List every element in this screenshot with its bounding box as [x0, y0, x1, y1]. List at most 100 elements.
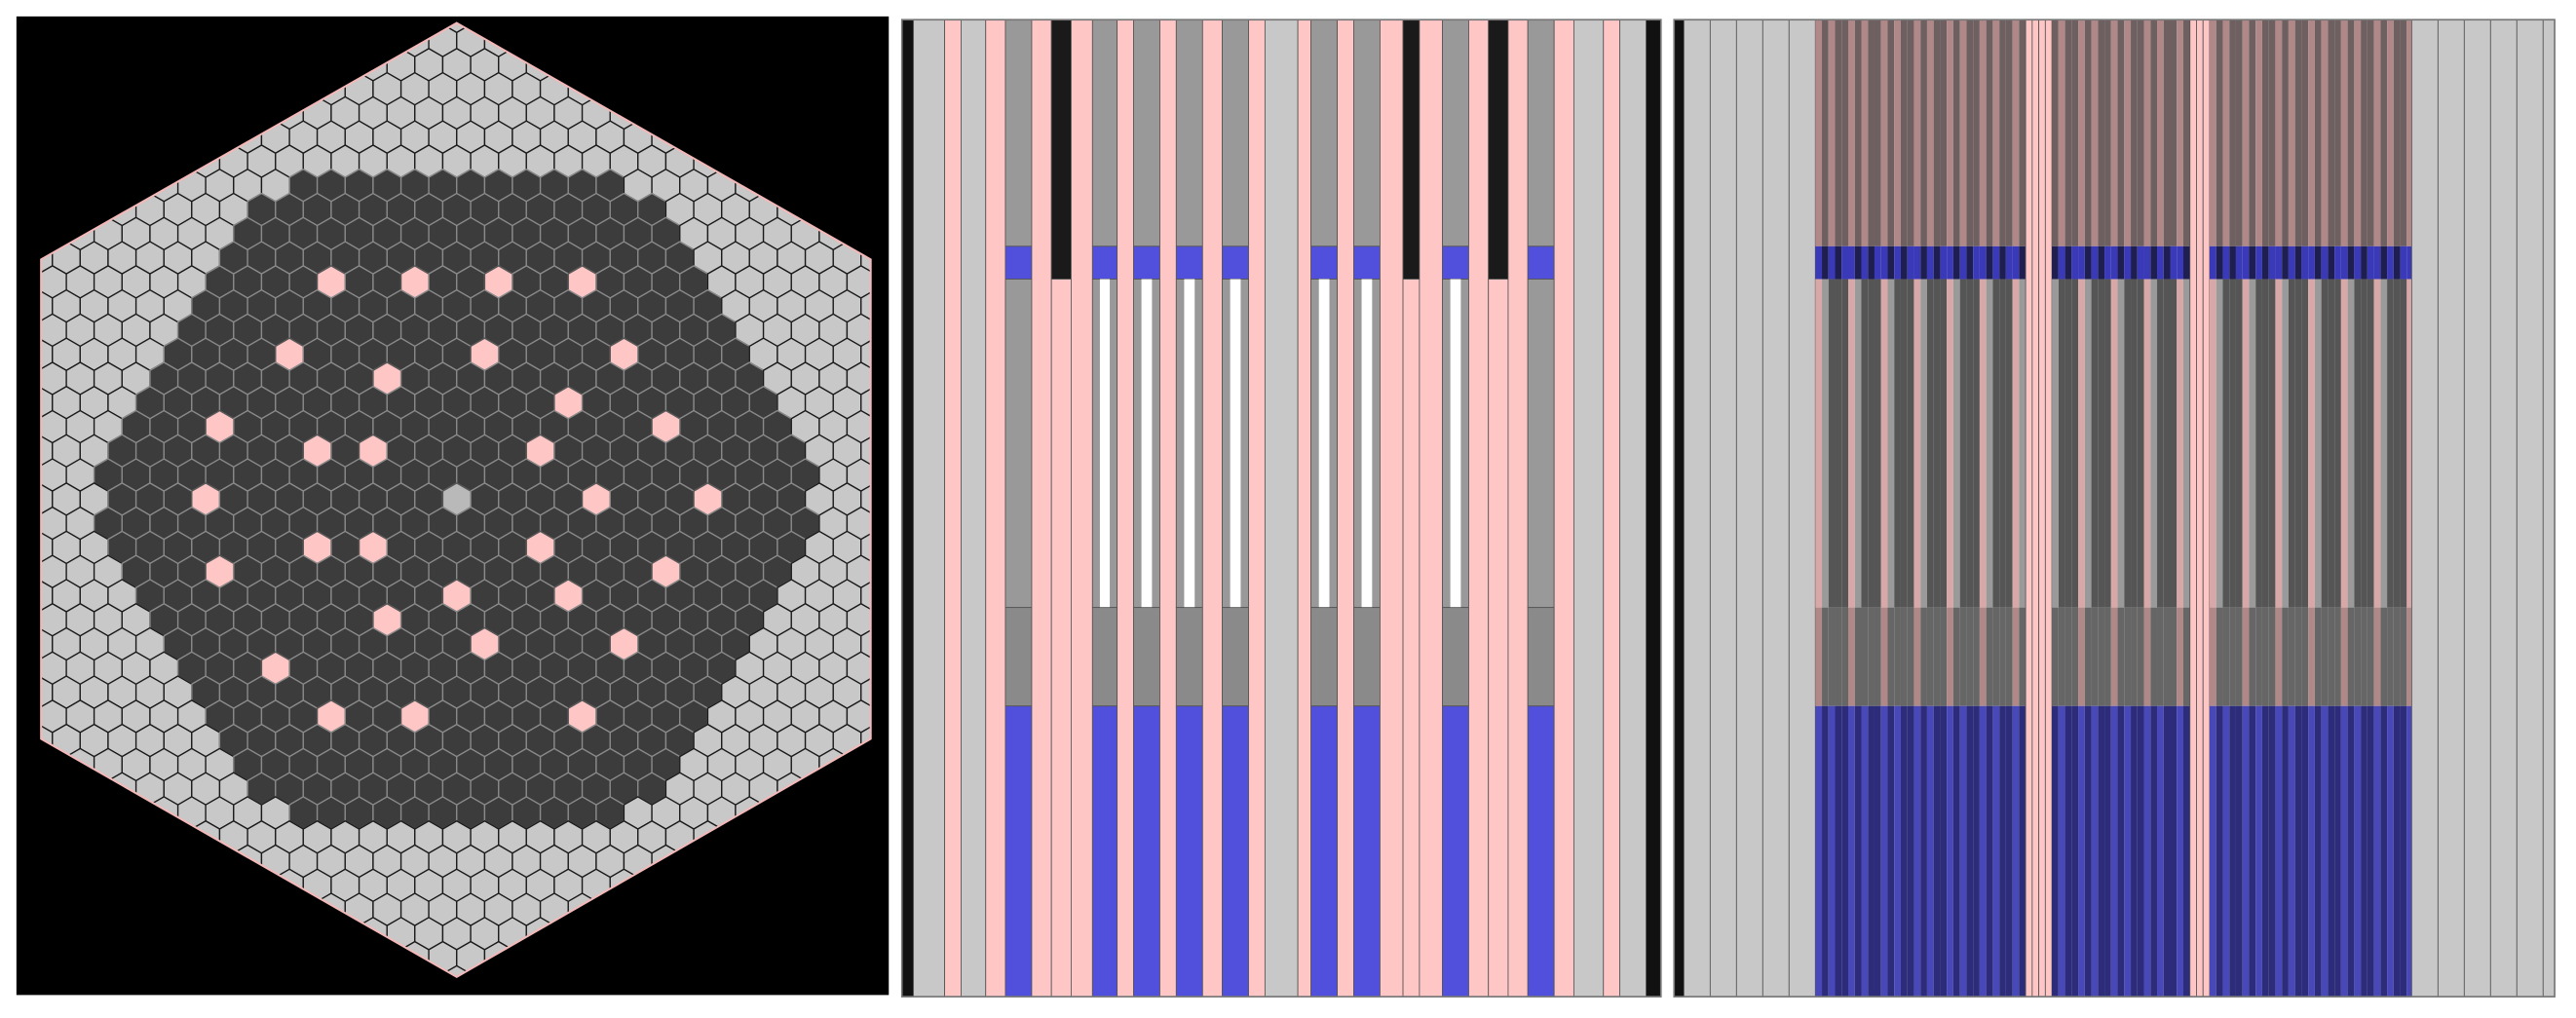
lower-plenum [1926, 607, 1934, 706]
lower-plenum [2098, 607, 2105, 706]
lower-blanket [2058, 705, 2065, 998]
lower-blanket [1880, 705, 1888, 998]
upper-plenum [2229, 19, 2236, 246]
upper-blanket [1887, 245, 1895, 280]
lower-plenum [2249, 607, 2256, 706]
upper-plenum [2294, 19, 2302, 246]
lower-blanket [1920, 705, 1927, 998]
lower-plenum [1133, 607, 1160, 707]
lower-plenum [2314, 607, 2322, 706]
lower-blanket [1815, 705, 1823, 998]
upper-plenum [1880, 19, 1888, 246]
lower-blanket [1861, 705, 1869, 998]
reflector-assembly [860, 626, 871, 661]
upper-blanket [1822, 245, 1829, 280]
upper-blanket [1894, 245, 1901, 280]
lower-blanket [1835, 705, 1842, 998]
lower-plenum [1527, 607, 1555, 707]
upper-blanket [1861, 245, 1869, 280]
upper-blanket [2249, 245, 2256, 280]
lower-plenum [2288, 607, 2295, 706]
strip-coolant [1507, 19, 1529, 998]
lower-blanket [1841, 705, 1849, 998]
upper-blanket [1966, 245, 1974, 280]
fuel-column [2131, 279, 2138, 608]
fuel-column [1887, 279, 1895, 608]
control-rod [1050, 19, 1072, 280]
lower-plenum [2354, 607, 2362, 706]
lower-plenum [2261, 607, 2269, 706]
fuel-column [2255, 279, 2262, 608]
lower-blanket [2406, 705, 2414, 998]
upper-blanket [2314, 245, 2322, 280]
lower-plenum [1900, 607, 1908, 706]
lower-plenum [1091, 607, 1118, 707]
lower-plenum [2209, 607, 2216, 706]
fuel-column [2249, 279, 2256, 608]
lower-plenum [2163, 607, 2171, 706]
upper-blanket [1973, 245, 1980, 280]
fuel-column [2314, 279, 2322, 608]
lower-blanket [2400, 705, 2407, 998]
lower-blanket [2255, 705, 2262, 998]
upper-blanket [2052, 245, 2059, 280]
upper-blanket [2235, 245, 2243, 280]
strip-reflector [2437, 19, 2465, 998]
strip-coolant [1603, 19, 1621, 998]
upper-plenum [2137, 19, 2144, 246]
lower-plenum [2177, 607, 2183, 706]
upper-plenum [2387, 19, 2394, 246]
reflector-assembly [860, 385, 871, 420]
upper-plenum [2268, 19, 2276, 246]
lower-blanket [2393, 705, 2401, 998]
axial-detail-panel [1673, 19, 2556, 998]
upper-blanket [1175, 245, 1203, 280]
lower-blanket [2182, 705, 2190, 998]
lower-plenum [1848, 607, 1855, 706]
lower-blanket [2104, 705, 2111, 998]
upper-plenum [1861, 19, 1869, 246]
lower-plenum [1986, 607, 1993, 706]
upper-plenum [1222, 19, 1249, 247]
lower-blanket [2131, 705, 2138, 998]
upper-blanket [2308, 245, 2315, 280]
upper-plenum [2373, 19, 2381, 246]
fuel-column [1959, 279, 1967, 608]
lower-plenum [2019, 607, 2027, 706]
reflector-assembly [860, 579, 871, 613]
lower-blanket [2150, 705, 2158, 998]
strip-reflector [1572, 19, 1605, 998]
strip-coolant [2202, 19, 2211, 998]
upper-blanket [2222, 245, 2230, 280]
fuel-column [1933, 279, 1941, 608]
reflector-assembly [860, 288, 871, 323]
upper-plenum [2065, 19, 2072, 246]
lower-blanket [2012, 705, 2020, 998]
upper-plenum [2406, 19, 2414, 246]
lower-blanket [1907, 705, 1914, 998]
lower-blanket [2328, 705, 2335, 998]
fuel-column [1894, 279, 1901, 608]
lower-blanket [2163, 705, 2171, 998]
lower-plenum [2321, 607, 2329, 706]
upper-plenum [1175, 19, 1203, 247]
fuel-gap [1361, 279, 1373, 608]
lower-blanket [2340, 705, 2348, 998]
lower-blanket [1999, 705, 2006, 998]
strip-reflector [1264, 19, 1299, 998]
lower-plenum [1442, 607, 1469, 707]
upper-plenum [2163, 19, 2171, 246]
upper-plenum [2170, 19, 2178, 246]
fuel-column [1004, 279, 1033, 609]
fuel-column [2282, 279, 2289, 608]
fuel-column [1848, 279, 1855, 608]
lower-plenum [2110, 607, 2118, 706]
fuel-column [2137, 279, 2144, 608]
upper-plenum [2222, 19, 2230, 246]
strip-reflector [2489, 19, 2518, 998]
fuel-column [1861, 279, 1869, 608]
lower-blanket [2137, 705, 2144, 998]
upper-plenum [2301, 19, 2309, 246]
lower-blanket [1940, 705, 1948, 998]
